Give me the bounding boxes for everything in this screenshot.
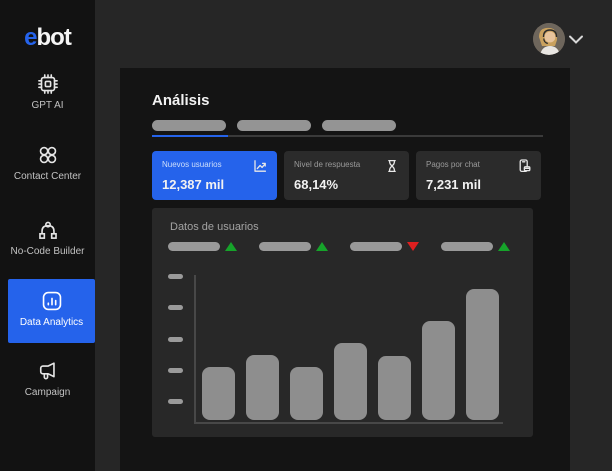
trend-chart-icon bbox=[252, 158, 268, 174]
kpi-cards: Nuevos usuarios 12,387 mil Nivel de resp… bbox=[152, 151, 541, 200]
clover-icon bbox=[35, 142, 61, 168]
active-tab-indicator bbox=[152, 135, 228, 137]
sidebar-item-label: Contact Center bbox=[13, 171, 82, 182]
sidebar-item-no-code-builder[interactable]: No-Code Builder bbox=[0, 217, 95, 257]
kpi-value: 68,14% bbox=[294, 177, 339, 192]
sidebar-item-gpt-ai[interactable]: GPT AI bbox=[0, 71, 95, 111]
bar bbox=[378, 356, 411, 420]
legend-item bbox=[259, 242, 328, 251]
chart-card: Datos de usuarios bbox=[152, 208, 533, 437]
legend-label-placeholder bbox=[259, 242, 311, 251]
megaphone-icon bbox=[35, 358, 61, 384]
legend-item bbox=[441, 242, 510, 251]
x-axis-line bbox=[194, 422, 503, 424]
kpi-card-nuevos-usuarios[interactable]: Nuevos usuarios 12,387 mil bbox=[152, 151, 277, 200]
y-tick-placeholder bbox=[168, 367, 183, 373]
sidebar-item-label: Data Analytics bbox=[19, 317, 84, 328]
app-logo: ebot bbox=[0, 24, 95, 52]
y-tick-placeholder bbox=[168, 305, 183, 311]
hourglass-icon bbox=[384, 158, 400, 174]
legend-label-placeholder bbox=[168, 242, 220, 251]
trend-down-icon bbox=[407, 242, 419, 251]
y-tick-placeholder bbox=[168, 336, 183, 342]
content-panel: Análisis Nuevos usuarios 12,387 mil Nive… bbox=[120, 68, 570, 471]
sidebar-item-campaign[interactable]: Campaign bbox=[0, 358, 95, 398]
chart-title: Datos de usuarios bbox=[170, 221, 259, 233]
kpi-card-pagos-por-chat[interactable]: Pagos por chat 7,231 mil bbox=[416, 151, 541, 200]
page-title: Análisis bbox=[152, 92, 210, 109]
y-tick-placeholder bbox=[168, 399, 183, 404]
trend-up-icon bbox=[225, 242, 237, 251]
sidebar-item-label: No-Code Builder bbox=[10, 246, 85, 257]
sidebar-item-label: GPT AI bbox=[31, 100, 64, 111]
bar bbox=[334, 343, 367, 420]
bar bbox=[466, 289, 499, 420]
bar-plot bbox=[195, 278, 503, 420]
sidebar-item-label: Campaign bbox=[24, 387, 71, 398]
trend-up-icon bbox=[498, 242, 510, 251]
chip-icon bbox=[35, 71, 61, 97]
y-axis-line bbox=[194, 275, 196, 423]
bar bbox=[246, 354, 279, 420]
legend-label-placeholder bbox=[350, 242, 402, 251]
mobile-payment-icon bbox=[516, 158, 532, 174]
bar bbox=[290, 367, 323, 420]
legend-label-placeholder bbox=[441, 242, 493, 251]
legend-item bbox=[350, 242, 419, 251]
tab-divider bbox=[152, 135, 543, 137]
sidebar-item-contact-center[interactable]: Contact Center bbox=[0, 142, 95, 182]
logo-prefix: e bbox=[24, 24, 37, 51]
bar bbox=[202, 367, 235, 420]
user-avatar[interactable] bbox=[533, 23, 565, 55]
kpi-value: 7,231 mil bbox=[426, 177, 481, 192]
legend-item bbox=[168, 242, 237, 251]
sidebar: ebot GPT AI Contact Center bbox=[0, 0, 95, 471]
trend-up-icon bbox=[316, 242, 328, 251]
workflow-icon bbox=[35, 217, 61, 243]
kpi-card-nivel-de-respuesta[interactable]: Nivel de respuesta 68,14% bbox=[284, 151, 409, 200]
y-axis-tick-placeholders bbox=[168, 274, 183, 404]
kpi-label: Pagos por chat bbox=[426, 160, 480, 169]
bar-chart-icon bbox=[39, 288, 65, 314]
tab-placeholder-3[interactable] bbox=[322, 120, 396, 131]
logo-suffix: bot bbox=[36, 24, 72, 51]
kpi-value: 12,387 mil bbox=[162, 177, 225, 192]
y-tick-placeholder bbox=[168, 274, 183, 279]
tab-placeholder-2[interactable] bbox=[237, 120, 311, 131]
kpi-label: Nuevos usuarios bbox=[162, 160, 222, 169]
chart-legend bbox=[168, 242, 510, 251]
kpi-label: Nivel de respuesta bbox=[294, 160, 361, 169]
sidebar-item-data-analytics[interactable]: Data Analytics bbox=[8, 279, 95, 343]
chevron-down-icon[interactable] bbox=[568, 34, 584, 46]
tab-bar bbox=[152, 120, 396, 131]
tab-placeholder-1[interactable] bbox=[152, 120, 226, 131]
bar bbox=[422, 320, 455, 420]
